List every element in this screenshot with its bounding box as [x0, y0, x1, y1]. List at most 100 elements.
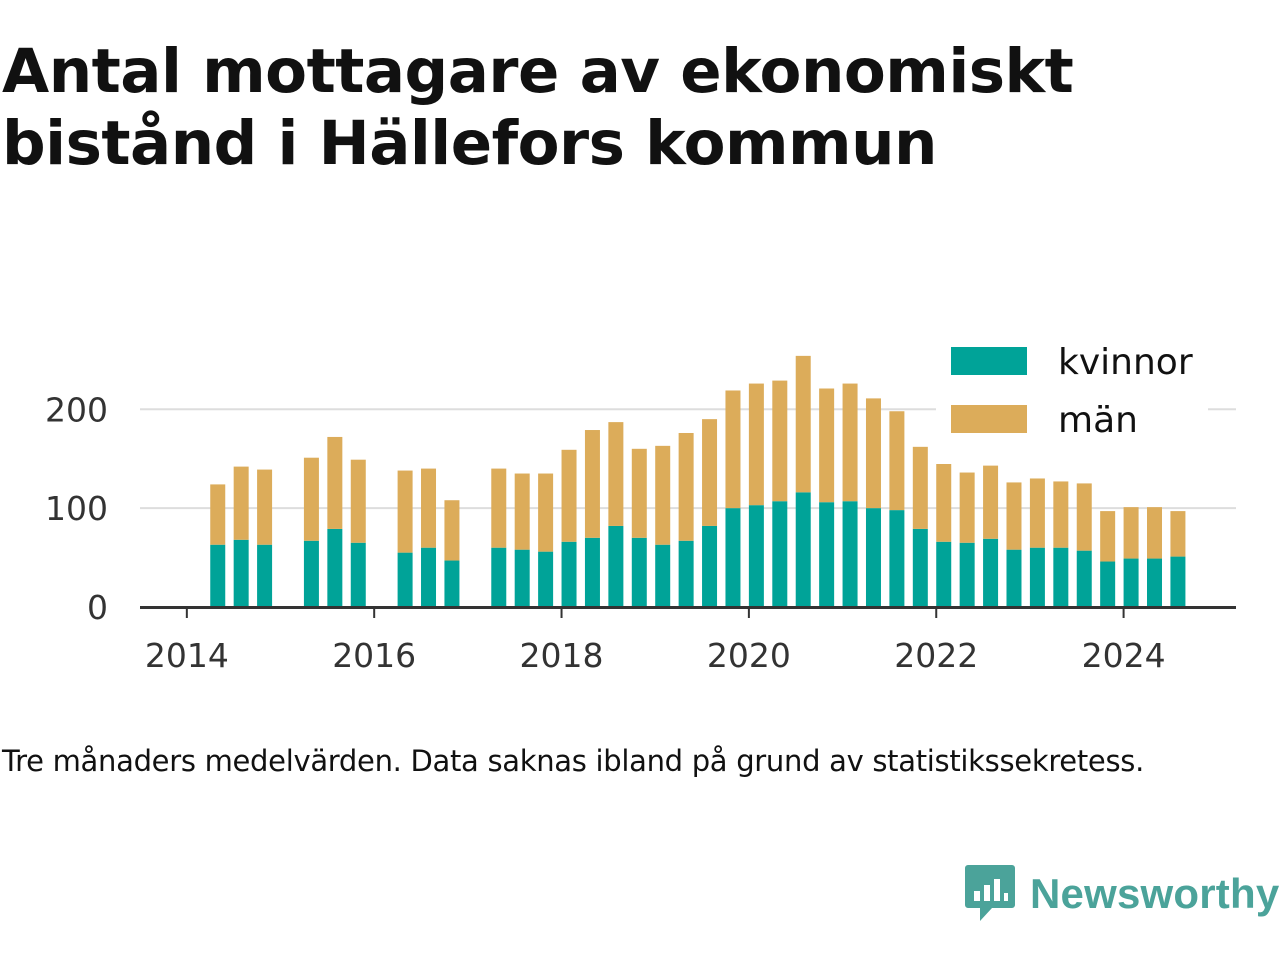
bar-man: [936, 462, 952, 542]
bar-man: [631, 448, 647, 538]
bar-kvinnor: [631, 537, 647, 607]
bar-kvinnor: [842, 501, 858, 607]
x-tick-label: 2020: [707, 636, 791, 675]
bar-man: [865, 398, 881, 509]
bar-kvinnor: [421, 547, 437, 607]
bar-kvinnor: [584, 537, 600, 607]
bar-man: [819, 388, 835, 503]
bar-kvinnor: [491, 547, 507, 607]
bar-kvinnor: [561, 541, 577, 607]
legend: kvinnor män: [936, 336, 1208, 464]
bar-man: [303, 457, 319, 541]
x-tick-label: 2016: [332, 636, 416, 675]
bar-man: [1170, 511, 1186, 557]
bar-kvinnor: [233, 539, 249, 607]
y-axis-ticks: 0 100 200: [45, 390, 108, 627]
bar-kvinnor: [514, 549, 530, 607]
legend-label-man: män: [1058, 400, 1138, 441]
bar-man: [748, 383, 764, 506]
bar-man: [1147, 507, 1163, 559]
x-tick-label: 2018: [520, 636, 604, 675]
bar-man: [772, 380, 788, 502]
bar-man: [397, 470, 413, 553]
y-tick-label: 100: [45, 489, 108, 528]
bar-man: [350, 459, 366, 543]
bar-man: [795, 355, 811, 493]
bar-man: [983, 465, 999, 539]
bar-kvinnor: [1076, 550, 1092, 607]
bar-man: [1100, 511, 1116, 562]
chart-title: Antal mottagare av ekonomiskt bistånd i …: [2, 36, 1074, 179]
bar-kvinnor: [1100, 561, 1116, 607]
x-tick-label: 2022: [894, 636, 978, 675]
bar-kvinnor: [983, 538, 999, 607]
bar-man: [561, 449, 577, 542]
bar-kvinnor: [303, 540, 319, 607]
x-tick-label: 2014: [145, 636, 229, 675]
bar-kvinnor: [1147, 558, 1163, 607]
x-axis-ticks: 2014 2016 2018 2020 2022 2024: [145, 607, 1166, 675]
bar-kvinnor: [889, 510, 905, 607]
bar-kvinnor: [538, 551, 554, 607]
bar-man: [725, 390, 741, 509]
bar-man: [584, 430, 600, 538]
bar-kvinnor: [748, 505, 764, 607]
bar-kvinnor: [772, 501, 788, 607]
bar-man: [702, 419, 718, 526]
bar-man: [655, 445, 671, 545]
bar-kvinnor: [327, 528, 343, 607]
legend-swatch-man: [951, 405, 1027, 433]
bar-kvinnor: [865, 508, 881, 607]
bar-kvinnor: [655, 544, 671, 607]
bar-kvinnor: [350, 542, 366, 607]
bar-kvinnor: [1029, 547, 1045, 607]
y-tick-label: 200: [45, 390, 108, 429]
bar-kvinnor: [678, 540, 694, 607]
chart: 0 100 200 2014 2016 2018 2020 2022 2024 kvinnor…: [45, 336, 1236, 675]
bar-kvinnor: [819, 502, 835, 607]
legend-label-kvinnor: kvinnor: [1058, 342, 1193, 383]
bar-kvinnor: [397, 552, 413, 607]
bar-man: [1076, 483, 1092, 551]
bar-kvinnor: [444, 560, 460, 607]
brand-logo[interactable]: Newsworthy: [964, 862, 1279, 926]
bar-kvinnor: [608, 525, 624, 607]
bar-man: [678, 432, 694, 541]
bars: [210, 355, 1186, 607]
bar-kvinnor: [725, 508, 741, 607]
bar-man: [1029, 478, 1045, 548]
bar-man: [233, 466, 249, 540]
legend-swatch-kvinnor: [951, 347, 1027, 375]
bar-man: [889, 411, 905, 511]
brand-name: Newsworthy: [1030, 870, 1280, 917]
bar-man: [444, 500, 460, 561]
bar-kvinnor: [257, 544, 273, 607]
bar-man: [327, 436, 343, 529]
bar-kvinnor: [210, 544, 226, 607]
bar-man: [1006, 482, 1022, 550]
bar-man: [491, 468, 507, 548]
bar-kvinnor: [1053, 547, 1069, 607]
bar-man: [257, 469, 273, 545]
y-tick-label: 0: [87, 588, 108, 627]
chart-caption: Tre månaders medelvärden. Data saknas ib…: [2, 744, 1144, 778]
bar-man: [1053, 481, 1069, 548]
bar-man: [842, 383, 858, 502]
bar-man: [959, 472, 975, 543]
newsworthy-bar-chart-logo-icon: [965, 865, 1015, 921]
bar-man: [1123, 507, 1139, 559]
bar-kvinnor: [936, 541, 952, 607]
bar-man: [514, 473, 530, 550]
bar-man: [912, 446, 928, 529]
bar-kvinnor: [1006, 549, 1022, 607]
bar-man: [538, 473, 554, 552]
bar-kvinnor: [795, 492, 811, 607]
bar-kvinnor: [1170, 556, 1186, 607]
bar-man: [608, 422, 624, 526]
bar-kvinnor: [1123, 558, 1139, 607]
bar-man: [210, 484, 226, 545]
x-tick-label: 2024: [1082, 636, 1166, 675]
bar-kvinnor: [912, 528, 928, 607]
bar-kvinnor: [702, 525, 718, 607]
bar-man: [421, 468, 437, 548]
